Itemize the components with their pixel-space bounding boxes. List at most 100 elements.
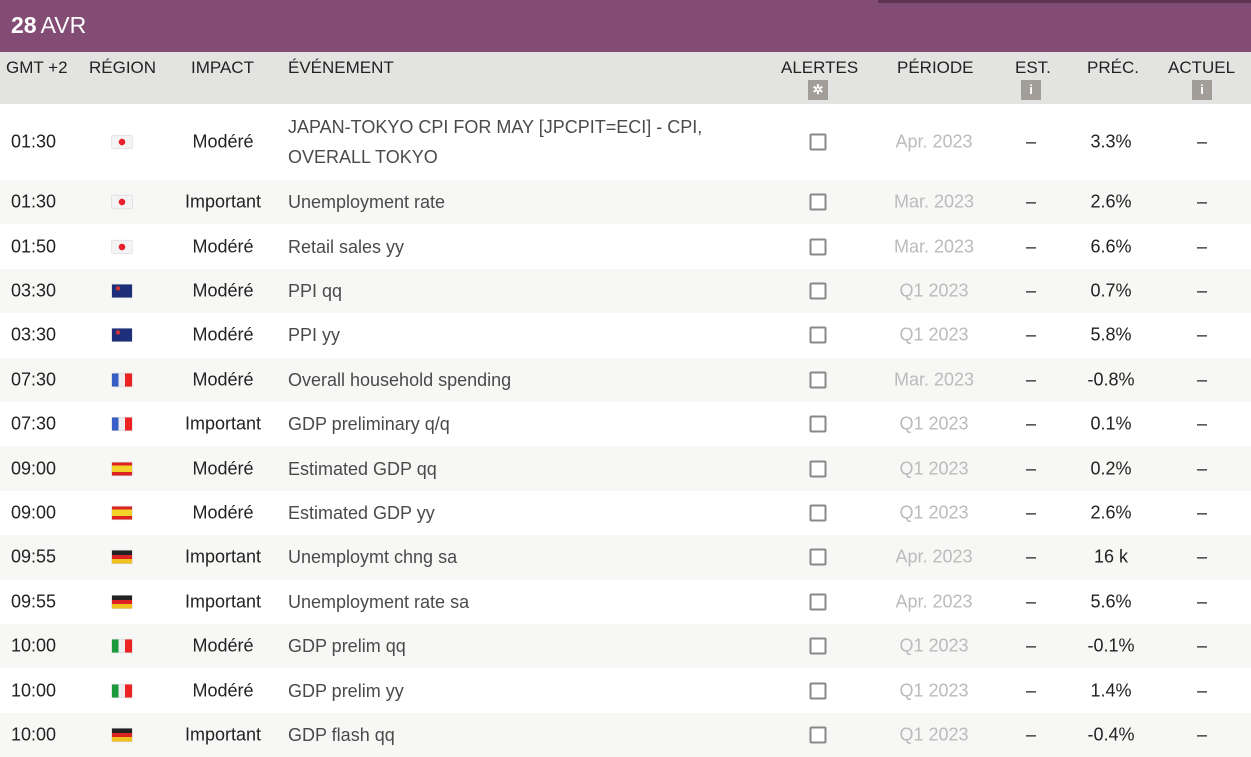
estimate: – <box>1025 280 1037 301</box>
info-icon[interactable]: i <box>1021 80 1041 100</box>
event-name[interactable]: Unemployment rate sa <box>288 591 470 612</box>
event-name[interactable]: GDP preliminary q/q <box>288 414 450 435</box>
event-time: 10:00 <box>11 635 57 656</box>
impact-label: Modéré <box>192 369 254 390</box>
actual: – <box>1196 191 1208 212</box>
impact-label: Modéré <box>192 324 254 345</box>
event-name[interactable]: Retail sales yy <box>288 236 405 257</box>
estimate: – <box>1025 236 1037 257</box>
estimate: – <box>1025 546 1037 567</box>
actual: – <box>1196 324 1208 345</box>
impact-label: Modéré <box>192 131 254 152</box>
period: Mar. 2023 <box>893 236 975 257</box>
alert-checkbox[interactable] <box>809 593 827 611</box>
period: Apr. 2023 <box>895 131 973 152</box>
impact-label: Important <box>184 591 262 612</box>
col-alerts: ALERTES <box>781 58 859 77</box>
event-time: 07:30 <box>11 413 57 434</box>
event-time: 01:30 <box>11 191 57 212</box>
alert-checkbox[interactable] <box>809 682 827 700</box>
flag-au-icon <box>112 328 132 342</box>
period: Q1 2023 <box>899 280 969 301</box>
table-row: 09:00 Modéré Estimated GDP qq Q1 2023 – 0.2% – <box>0 446 1251 491</box>
alert-checkbox[interactable] <box>809 460 827 478</box>
estimate: – <box>1025 591 1037 612</box>
alert-checkbox[interactable] <box>809 548 827 566</box>
flag-it-icon <box>112 684 132 698</box>
flag-jp-icon <box>112 195 132 209</box>
alert-checkbox[interactable] <box>809 726 827 744</box>
impact-label: Important <box>184 546 262 567</box>
previous: 5.6% <box>1090 591 1132 612</box>
event-name[interactable]: PPI yy <box>288 325 341 346</box>
event-time: 09:55 <box>11 591 57 612</box>
table-row: 09:55 Important Unemploymt chng sa Apr. 202… <box>0 535 1251 580</box>
period: Q1 2023 <box>899 324 969 345</box>
col-actual: ACTUEL <box>1168 58 1236 77</box>
previous: -0.8% <box>1087 369 1135 390</box>
previous: 2.6% <box>1090 191 1132 212</box>
event-name[interactable]: Unemploymt chng sa <box>288 547 458 568</box>
alert-checkbox[interactable] <box>809 193 827 211</box>
previous: 2.6% <box>1090 502 1132 523</box>
event-name[interactable]: Estimated GDP yy <box>288 502 435 523</box>
impact-label: Modéré <box>192 236 254 257</box>
actual: – <box>1196 724 1208 745</box>
event-time: 09:00 <box>11 458 57 479</box>
actual: – <box>1196 413 1208 434</box>
alert-checkbox[interactable] <box>809 133 827 151</box>
period: Q1 2023 <box>899 635 969 656</box>
estimate: – <box>1025 413 1037 434</box>
impact-label: Important <box>184 191 262 212</box>
table-row: 10:00 Important GDP flash qq Q1 2023 – -0.4% – <box>0 712 1251 757</box>
estimate: – <box>1025 191 1037 212</box>
table-row: 10:00 Modéré GDP prelim qq Q1 2023 – -0.1% – <box>0 624 1251 669</box>
table-row: 01:50 Modéré Retail sales yy Mar. 2023 – 6.6%… <box>0 224 1251 268</box>
previous: 6.6% <box>1090 236 1132 257</box>
col-prev: PRÉC. <box>1087 58 1139 77</box>
flag-jp-icon <box>112 240 132 254</box>
period: Q1 2023 <box>899 413 969 434</box>
impact-label: Modéré <box>192 458 254 479</box>
period: Q1 2023 <box>899 680 969 701</box>
date-label: 28 AVR <box>11 12 86 39</box>
event-name[interactable]: JAPAN-TOKYO CPI FOR MAY [JPCPIT=ECI] - C… <box>288 117 703 167</box>
alert-checkbox[interactable] <box>809 326 827 344</box>
alert-checkbox[interactable] <box>809 238 827 256</box>
col-time: GMT +2 <box>6 58 68 77</box>
event-name[interactable]: Estimated GDP qq <box>288 458 437 479</box>
actual: – <box>1196 591 1208 612</box>
period: Mar. 2023 <box>893 191 975 212</box>
period: Q1 2023 <box>899 502 969 523</box>
col-region: RÉGION <box>89 58 157 77</box>
event-name[interactable]: Overall household spending <box>288 369 512 390</box>
alert-checkbox[interactable] <box>809 504 827 522</box>
impact-label: Important <box>184 724 262 745</box>
event-time: 01:30 <box>11 131 57 152</box>
alert-checkbox[interactable] <box>809 637 827 655</box>
alert-checkbox[interactable] <box>809 415 827 433</box>
period: Apr. 2023 <box>895 591 973 612</box>
alert-checkbox[interactable] <box>809 282 827 300</box>
estimate: – <box>1025 324 1037 345</box>
event-name[interactable]: PPI qq <box>288 280 343 301</box>
previous: 3.3% <box>1090 131 1132 152</box>
alert-checkbox[interactable] <box>809 371 827 389</box>
info-icon[interactable]: i <box>1192 80 1212 100</box>
actual: – <box>1196 635 1208 656</box>
flag-es-icon <box>112 462 132 476</box>
flag-au-icon <box>112 284 132 298</box>
table-row: 01:30 Modéré JAPAN-TOKYO CPI FOR MAY [JPCP… <box>0 104 1251 180</box>
event-name[interactable]: GDP flash qq <box>288 724 395 745</box>
col-period: PÉRIODE <box>897 58 974 77</box>
event-name[interactable]: Unemployment rate <box>288 192 446 213</box>
event-name[interactable]: GDP prelim yy <box>288 680 404 701</box>
event-name[interactable]: GDP prelim qq <box>288 636 406 657</box>
previous: -0.4% <box>1087 724 1135 745</box>
event-time: 03:30 <box>11 280 57 301</box>
gear-icon[interactable]: ✲ <box>808 80 828 100</box>
previous: 5.8% <box>1090 324 1132 345</box>
table-row: 07:30 Important GDP preliminary q/q Q1 2023… <box>0 402 1251 446</box>
previous: 0.1% <box>1090 413 1132 434</box>
date-day: 28 <box>11 12 37 38</box>
